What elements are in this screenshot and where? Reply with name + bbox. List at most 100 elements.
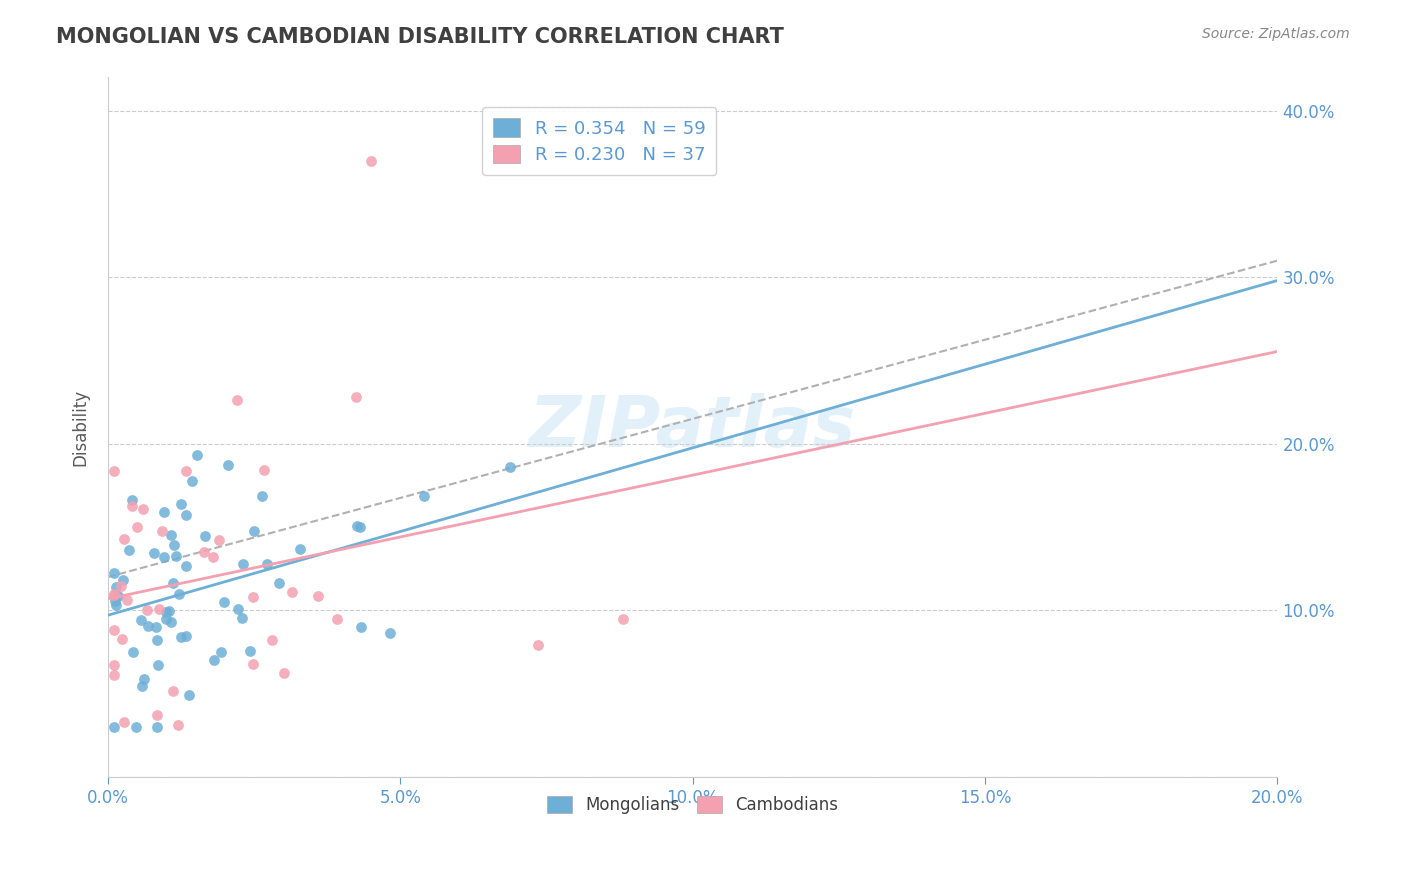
- Point: [170, 497, 193, 511]
- Point: [242, 590, 264, 604]
- Point: [498, 460, 520, 475]
- Point: [201, 549, 224, 564]
- Point: [117, 592, 139, 607]
- Point: [250, 489, 273, 503]
- Point: [146, 632, 169, 647]
- Point: [208, 533, 231, 547]
- Point: [132, 502, 155, 516]
- Point: [103, 657, 125, 672]
- Point: [180, 475, 202, 489]
- Point: [160, 527, 183, 541]
- Point: [193, 529, 215, 543]
- Point: [214, 595, 236, 609]
- Point: [202, 653, 225, 667]
- Point: [307, 589, 329, 603]
- Point: [193, 545, 215, 559]
- Point: [226, 602, 249, 616]
- Point: [174, 464, 197, 478]
- Point: [174, 559, 197, 574]
- Point: [148, 658, 170, 673]
- Point: [150, 524, 173, 538]
- Point: [112, 573, 135, 587]
- Point: [162, 684, 184, 698]
- Point: [124, 720, 146, 734]
- Text: ZIPatlas: ZIPatlas: [529, 392, 856, 462]
- Point: [136, 619, 159, 633]
- Point: [146, 707, 169, 722]
- Y-axis label: Disability: Disability: [72, 389, 89, 466]
- Point: [145, 620, 167, 634]
- Point: [148, 601, 170, 615]
- Point: [186, 448, 208, 462]
- Point: [232, 557, 254, 571]
- Point: [527, 638, 550, 652]
- Point: [103, 587, 125, 601]
- Point: [167, 718, 190, 732]
- Point: [155, 612, 177, 626]
- Point: [155, 605, 177, 619]
- Point: [344, 390, 367, 404]
- Point: [326, 612, 349, 626]
- Point: [122, 645, 145, 659]
- Point: [157, 604, 180, 618]
- Point: [239, 643, 262, 657]
- Point: [153, 549, 176, 564]
- Point: [350, 620, 373, 634]
- Point: [153, 505, 176, 519]
- Point: [179, 688, 201, 702]
- Point: [107, 589, 129, 603]
- Point: [288, 541, 311, 556]
- Point: [121, 492, 143, 507]
- Point: [170, 630, 193, 644]
- Point: [104, 594, 127, 608]
- Point: [103, 624, 125, 638]
- Point: [103, 566, 125, 581]
- Point: [103, 587, 125, 601]
- Point: [125, 520, 148, 534]
- Point: [349, 520, 371, 534]
- Point: [162, 576, 184, 591]
- Point: [112, 532, 135, 546]
- Text: Source: ZipAtlas.com: Source: ZipAtlas.com: [1202, 27, 1350, 41]
- Point: [129, 613, 152, 627]
- Point: [174, 630, 197, 644]
- Point: [103, 464, 125, 478]
- Point: [269, 576, 291, 591]
- Point: [280, 585, 302, 599]
- Point: [118, 542, 141, 557]
- Point: [112, 715, 135, 730]
- Point: [242, 657, 264, 672]
- Point: [231, 611, 253, 625]
- Point: [110, 579, 132, 593]
- Point: [142, 546, 165, 560]
- Point: [243, 524, 266, 538]
- Point: [103, 667, 125, 681]
- Point: [163, 538, 186, 552]
- Legend: Mongolians, Cambodians: Mongolians, Cambodians: [537, 787, 848, 824]
- Point: [167, 587, 190, 601]
- Point: [412, 489, 434, 503]
- Point: [226, 392, 249, 407]
- Text: MONGOLIAN VS CAMBODIAN DISABILITY CORRELATION CHART: MONGOLIAN VS CAMBODIAN DISABILITY CORREL…: [56, 27, 785, 46]
- Point: [105, 580, 128, 594]
- Point: [378, 625, 401, 640]
- Point: [145, 720, 167, 734]
- Point: [253, 463, 276, 477]
- Point: [273, 666, 295, 681]
- Point: [174, 508, 197, 523]
- Point: [104, 598, 127, 612]
- Point: [103, 720, 125, 734]
- Point: [209, 644, 232, 658]
- Point: [612, 612, 634, 626]
- Point: [132, 673, 155, 687]
- Point: [217, 458, 239, 472]
- Point: [256, 557, 278, 571]
- Point: [136, 602, 159, 616]
- Point: [260, 633, 283, 648]
- Point: [165, 549, 187, 564]
- Point: [160, 615, 183, 629]
- Point: [121, 499, 143, 513]
- Point: [346, 519, 368, 533]
- Point: [131, 679, 153, 693]
- Point: [360, 153, 382, 168]
